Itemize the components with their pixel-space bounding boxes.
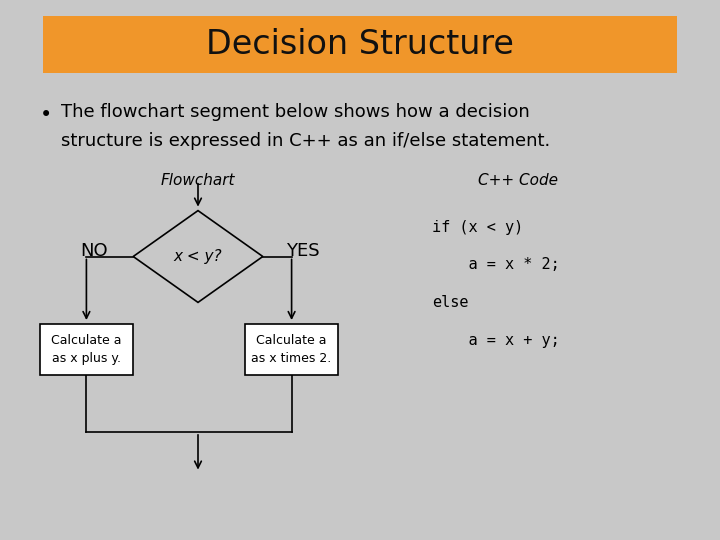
Text: C++ Code: C++ Code (478, 173, 559, 188)
Text: a = x + y;: a = x + y; (432, 333, 559, 348)
Text: a = x * 2;: a = x * 2; (432, 257, 559, 272)
Text: structure is expressed in C++ as an if/else statement.: structure is expressed in C++ as an if/e… (61, 132, 551, 150)
Text: Calculate a
as x times 2.: Calculate a as x times 2. (251, 334, 332, 365)
Text: NO: NO (80, 242, 107, 260)
Text: YES: YES (286, 242, 319, 260)
Bar (40, 324, 133, 375)
Text: else: else (432, 295, 469, 310)
Text: Decision Structure: Decision Structure (206, 28, 514, 61)
Bar (43, 16, 677, 73)
Text: Calculate a
as x plus y.: Calculate a as x plus y. (51, 334, 122, 365)
Text: The flowchart segment below shows how a decision: The flowchart segment below shows how a … (61, 103, 530, 120)
Bar (245, 324, 338, 375)
Text: if (x < y): if (x < y) (432, 220, 523, 235)
Text: x < y?: x < y? (174, 249, 222, 264)
Text: •: • (40, 105, 52, 125)
Text: Flowchart: Flowchart (161, 173, 235, 188)
